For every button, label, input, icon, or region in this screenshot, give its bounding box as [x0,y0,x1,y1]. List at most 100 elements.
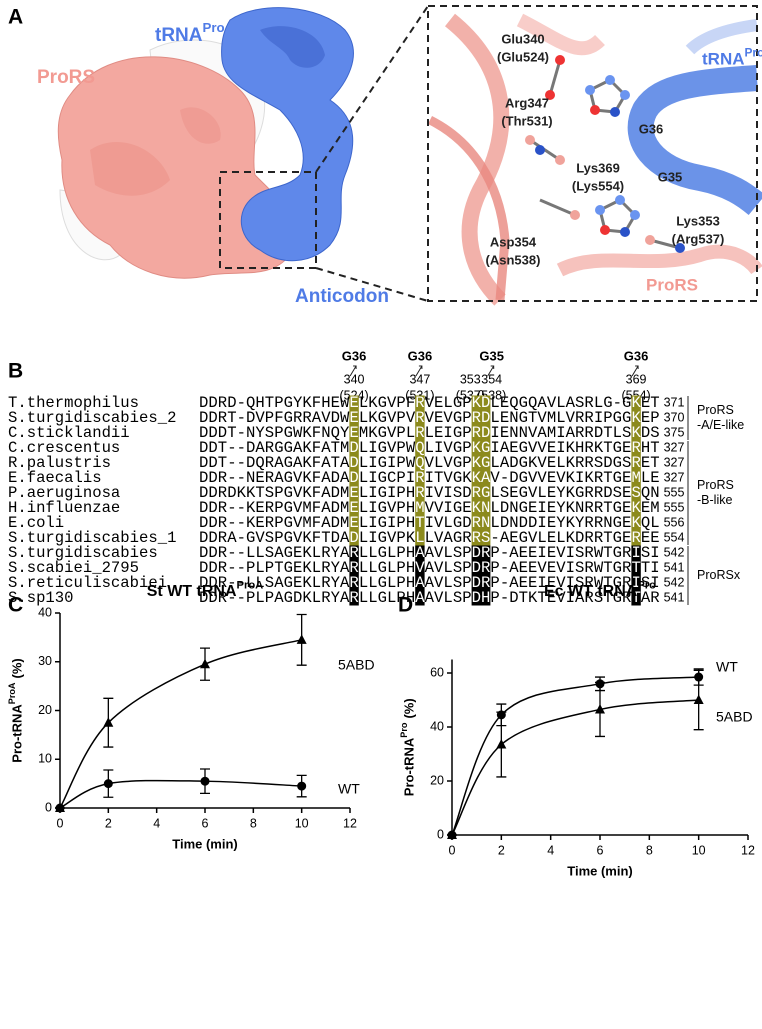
series-label: WT [338,781,360,797]
chart-title: ProA [237,580,264,592]
sequence: DDR--PLPTGEKLRYARLLGLPHVAVLSPDRP-AEEVEVI… [199,559,660,577]
nucleotide-label: G35 [479,348,504,363]
nucleotide-label: G36 [624,348,649,363]
chart-title: Pro [637,580,656,592]
position-number: 353 [460,372,481,386]
sequence: DDR--KERPGVMFADMELIGIPHTIVLGDRNLDNDDIEYK… [199,514,660,532]
species-name: S.turgidiscabies [8,544,158,562]
highlight [631,515,641,531]
trna-label: Pro [203,20,225,35]
sequence: DDRA-GVSPGVKFTDADLIGVPKLLVAGRRS-AEGVLELK… [199,529,660,547]
highlight [471,575,491,591]
nucleotide-label: G37 [678,106,703,121]
marker [200,658,210,669]
y-tick-label: 40 [38,605,52,619]
sequence: DDT--DQRAGAKFATADLIGIPWQVLVGPKGLADGKVELK… [199,454,660,472]
highlight [415,515,425,531]
highlight [471,410,491,426]
highlight [471,500,491,516]
highlight [349,590,359,606]
y-tick-label: 40 [430,719,444,733]
highlight [471,545,491,561]
chart-title: Ec WT tRNA [544,583,638,600]
sequence: DDR--KERPGVMFADMELIGVPHMVVIGEKNLDNGEIEYK… [199,499,660,517]
species-name: S.turgidiscabies_2 [8,409,176,427]
residue-name: Arg347 [505,95,549,110]
marker [297,781,307,791]
anticodon-label: Anticodon [295,286,389,307]
x-tick-label: 4 [153,816,160,830]
y-tick-label: 60 [430,665,444,679]
sequence-length: 370 [664,410,685,424]
x-tick-label: 4 [547,843,554,857]
highlight [349,470,359,486]
species-name: T.thermophilus [8,394,139,412]
arrow [487,365,495,377]
y-axis-title-part: (%) [9,658,24,678]
sequence: DDT--DARGGAKFATMDLIGVPWQLIVGPKGIAEGVVEIK… [199,439,660,457]
sequence-length: 375 [664,425,685,439]
panel-label: B [8,360,23,383]
species-name: S.sp130 [8,589,74,607]
highlight [415,500,425,516]
residue-alt: (Glu524) [497,49,549,64]
position-number: 369 [626,372,647,386]
y-axis-title-part: Pro-tRNA [401,737,416,796]
highlight [349,530,359,546]
position-number: 347 [409,372,430,386]
sequence-length: 371 [664,395,685,409]
species-name: H.influenzae [8,499,120,517]
highlight [471,395,491,411]
highlight [415,455,425,471]
arrow [415,365,423,377]
y-tick-label: 10 [38,752,52,766]
nucleotide-label: G36 [639,121,664,136]
highlight [349,395,359,411]
sequence: DDR--NERAGVKFADADLIGCPIRITVGKKAV-DGVVEVK… [199,469,660,487]
x-tick-label: 12 [343,816,357,830]
highlight [631,395,641,411]
species-name: E.coli [8,514,64,532]
highlight [471,425,491,441]
species-name: R.palustris [8,454,111,472]
highlight [471,485,491,501]
y-tick-label: 0 [437,827,444,841]
highlight [471,515,491,531]
residue-alt: (Arg537) [672,231,725,246]
x-tick-label: 6 [597,843,604,857]
x-tick-label: 10 [295,816,309,830]
species-name: C.sticklandii [8,424,130,442]
sequence: DDRD-QHTPGYKFHEWELKGVPFRVELGPKDLEQGQAVLA… [199,394,660,412]
highlight [631,440,641,456]
highlight [631,545,641,561]
panel-label: A [8,6,23,29]
highlight [415,545,425,561]
sequence: DDR--LLSAGEKLRYARLLGLPHAAVLSPDRP-AEEIEVI… [199,544,660,562]
highlight [349,455,359,471]
highlight [415,575,425,591]
highlight [631,575,641,591]
highlight [631,470,641,486]
highlight [349,545,359,561]
highlight [471,440,491,456]
group-label: ProRSx [697,568,741,582]
highlight [631,425,641,441]
y-axis-title-part: Pro-tRNA [9,704,24,763]
highlight [471,560,491,576]
group-label: -B-like [697,493,732,507]
nucleotide-label: G36 [342,348,367,363]
x-axis-title: Time (min) [172,836,238,851]
highlight [415,590,425,606]
inset-trna-label: tRNA [702,49,745,68]
highlight [415,530,425,546]
x-tick-label: 10 [692,843,706,857]
highlight [631,560,641,576]
sequence-length: 541 [664,590,685,604]
fit-curve [59,779,302,809]
species-name: P.aeruginosa [8,484,120,502]
x-tick-label: 12 [741,843,755,857]
highlight [631,410,641,426]
panel-label: D [398,594,413,617]
sequence-length: 542 [664,545,685,559]
species-name: C.crescentus [8,439,120,457]
